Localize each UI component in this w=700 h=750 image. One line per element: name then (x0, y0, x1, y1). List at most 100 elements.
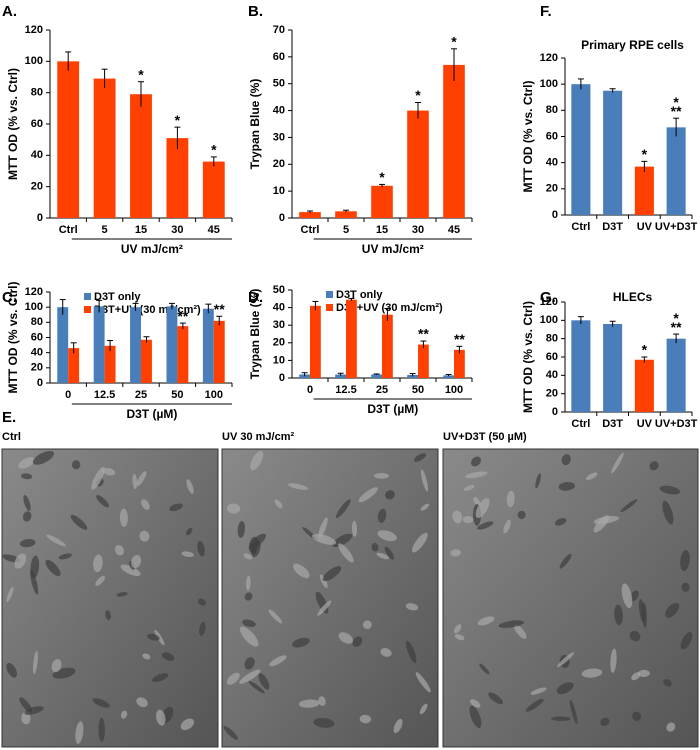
cell (666, 722, 676, 732)
legend-swatch (326, 291, 333, 298)
y-tick-label: 80 (31, 316, 43, 328)
x-tick-label: 45 (208, 224, 220, 236)
cell (600, 717, 610, 726)
cell (649, 461, 659, 471)
y-tick-label: 60 (31, 331, 43, 343)
y-tick-label: 40 (546, 369, 558, 381)
x-tick-label: 12.5 (94, 389, 115, 401)
y-tick-label: 0 (37, 377, 43, 389)
cell (14, 553, 27, 569)
cell (30, 555, 40, 579)
cell (581, 668, 603, 678)
cell (659, 485, 681, 495)
y-tick-label: 80 (31, 87, 43, 99)
cell (93, 554, 103, 573)
significance: ** (671, 319, 682, 335)
cell (465, 471, 488, 479)
cell (102, 468, 116, 476)
cell (373, 472, 389, 479)
cell (32, 450, 54, 465)
cell (420, 469, 429, 492)
cell (243, 553, 253, 560)
y-tick-label: 100 (540, 314, 558, 326)
bar (407, 110, 429, 218)
bar (571, 84, 591, 216)
cell (405, 603, 419, 611)
bar (603, 324, 623, 412)
cell (199, 621, 206, 636)
cell (132, 473, 138, 489)
error-bar (205, 303, 212, 314)
error-bar (641, 160, 648, 172)
y-tick-label: 60 (273, 51, 285, 63)
cell (223, 726, 238, 740)
x-tick-label: 45 (448, 224, 460, 236)
cell (638, 599, 646, 623)
y-tick-label: 40 (273, 104, 285, 116)
cell (550, 716, 571, 721)
cell (322, 566, 342, 582)
cell (6, 586, 14, 602)
cell (620, 499, 638, 513)
cell (569, 699, 578, 725)
bar (166, 138, 189, 218)
y-tick-label: 100 (540, 78, 558, 90)
cell (181, 551, 194, 558)
bar (57, 307, 69, 383)
y-tick-label: 70 (273, 24, 285, 36)
legend-swatch (84, 306, 91, 313)
bar (202, 161, 225, 218)
x-tick-label: 100 (445, 384, 463, 396)
x-axis-label: UV mJ/cm² (121, 242, 183, 256)
cell (269, 655, 287, 667)
cell (631, 672, 641, 681)
x-tick-label: Ctrl (301, 224, 320, 236)
cell (413, 453, 427, 462)
cell (611, 452, 624, 474)
micrograph (1, 448, 219, 748)
error-bar (143, 336, 150, 343)
cell (152, 673, 169, 683)
cell (469, 705, 482, 728)
significance: * (642, 342, 648, 358)
x-tick-label: 15 (135, 224, 147, 236)
cell (377, 508, 387, 523)
x-axis-label: UV mJ/cm² (362, 242, 424, 256)
x-tick-label: Ctrl (571, 221, 590, 233)
error-bar (577, 316, 584, 324)
x-tick-label: 5 (343, 224, 349, 236)
cell (665, 602, 680, 618)
cell (6, 662, 18, 678)
error-bar (641, 356, 648, 363)
cell (556, 682, 574, 695)
cell (268, 609, 283, 624)
cell (477, 521, 494, 530)
y-tick-label: 100 (25, 301, 43, 313)
significance: * (673, 310, 679, 326)
x-tick-label: UV (637, 221, 653, 233)
cell (71, 460, 81, 470)
cell (525, 698, 544, 712)
y-tick-label: 50 (273, 78, 285, 90)
cell (32, 650, 38, 675)
y-tick-label: 120 (25, 286, 43, 298)
cell (141, 499, 150, 510)
y-tick-label: 0 (279, 212, 285, 224)
bar (443, 375, 454, 378)
cell (298, 699, 320, 708)
y-tick-label: 80 (546, 104, 558, 116)
y-tick-label: 60 (546, 130, 558, 142)
error-bar (59, 299, 66, 315)
cell (637, 669, 650, 677)
cell (338, 543, 354, 563)
x-tick-label: Ctrl (571, 418, 590, 430)
error-bar (451, 48, 457, 82)
error-bar (210, 156, 217, 167)
x-tick-label: 25 (376, 384, 388, 396)
cell (629, 630, 641, 642)
cell (92, 698, 110, 708)
cell (614, 604, 623, 626)
legend-label: D3T only (94, 291, 141, 303)
cell (338, 632, 354, 644)
